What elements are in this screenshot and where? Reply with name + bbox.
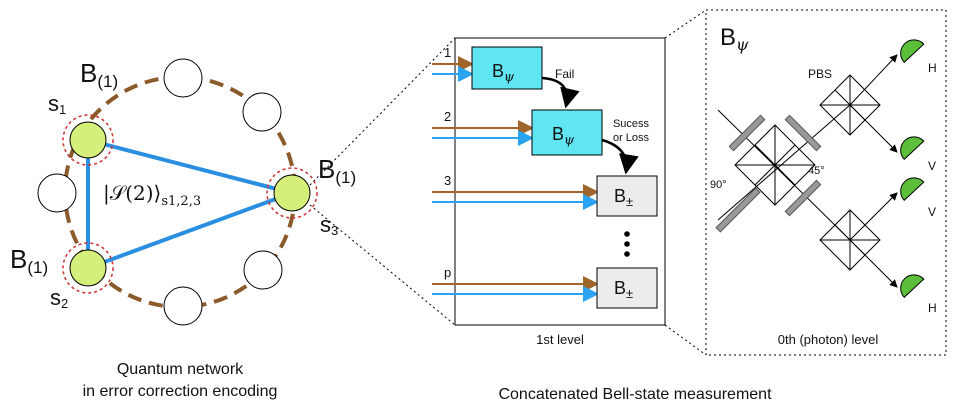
input-label: p: [444, 265, 451, 280]
network: B(1) s1 B(1) s2 B(1) s3 |𝒮(2)⟩s1,2,3 Qua…: [10, 58, 356, 400]
success-label: Sucess: [613, 118, 650, 130]
box-label: B±: [614, 186, 633, 209]
caption: in error correction encoding: [83, 383, 278, 400]
node-label: B(1): [10, 244, 48, 277]
site-label: s2: [50, 285, 68, 311]
caption: Quantum network: [117, 361, 244, 378]
node-label: B(1): [80, 58, 118, 91]
detector-label: V: [928, 159, 936, 173]
node-label: B(1): [318, 154, 356, 187]
level-0: Bψ PBS H V V H 90° 45° 0th (photon) leve…: [710, 24, 937, 347]
level-1: 1 2 3 p Bψ Bψ B± B± Fail Sucess or Loss …: [432, 37, 666, 347]
input-label: 1: [444, 45, 451, 60]
caption: Concatenated Bell-state measurement: [498, 386, 772, 403]
detector-label: V: [928, 205, 936, 219]
fail-label: Fail: [555, 67, 574, 81]
panel-title: Bψ: [720, 24, 749, 54]
level-label: 0th (photon) level: [778, 332, 879, 347]
box-label: Bψ: [492, 61, 515, 85]
angle-label: 45°: [808, 165, 825, 177]
detector-label: H: [928, 301, 937, 315]
detector-label: H: [928, 61, 937, 75]
pbs-label: PBS: [808, 67, 832, 81]
state-label: |𝒮(2)⟩s1,2,3: [103, 181, 201, 209]
input-label: 3: [444, 173, 451, 188]
site-label: s1: [48, 91, 66, 117]
site-label: s3: [320, 212, 338, 238]
box-label: Bψ: [552, 124, 575, 148]
angle-label: 90°: [710, 179, 727, 191]
success-label: or Loss: [613, 132, 650, 144]
input-label: 2: [444, 109, 451, 124]
box-label: B±: [614, 278, 633, 301]
level-label: 1st level: [536, 332, 584, 347]
